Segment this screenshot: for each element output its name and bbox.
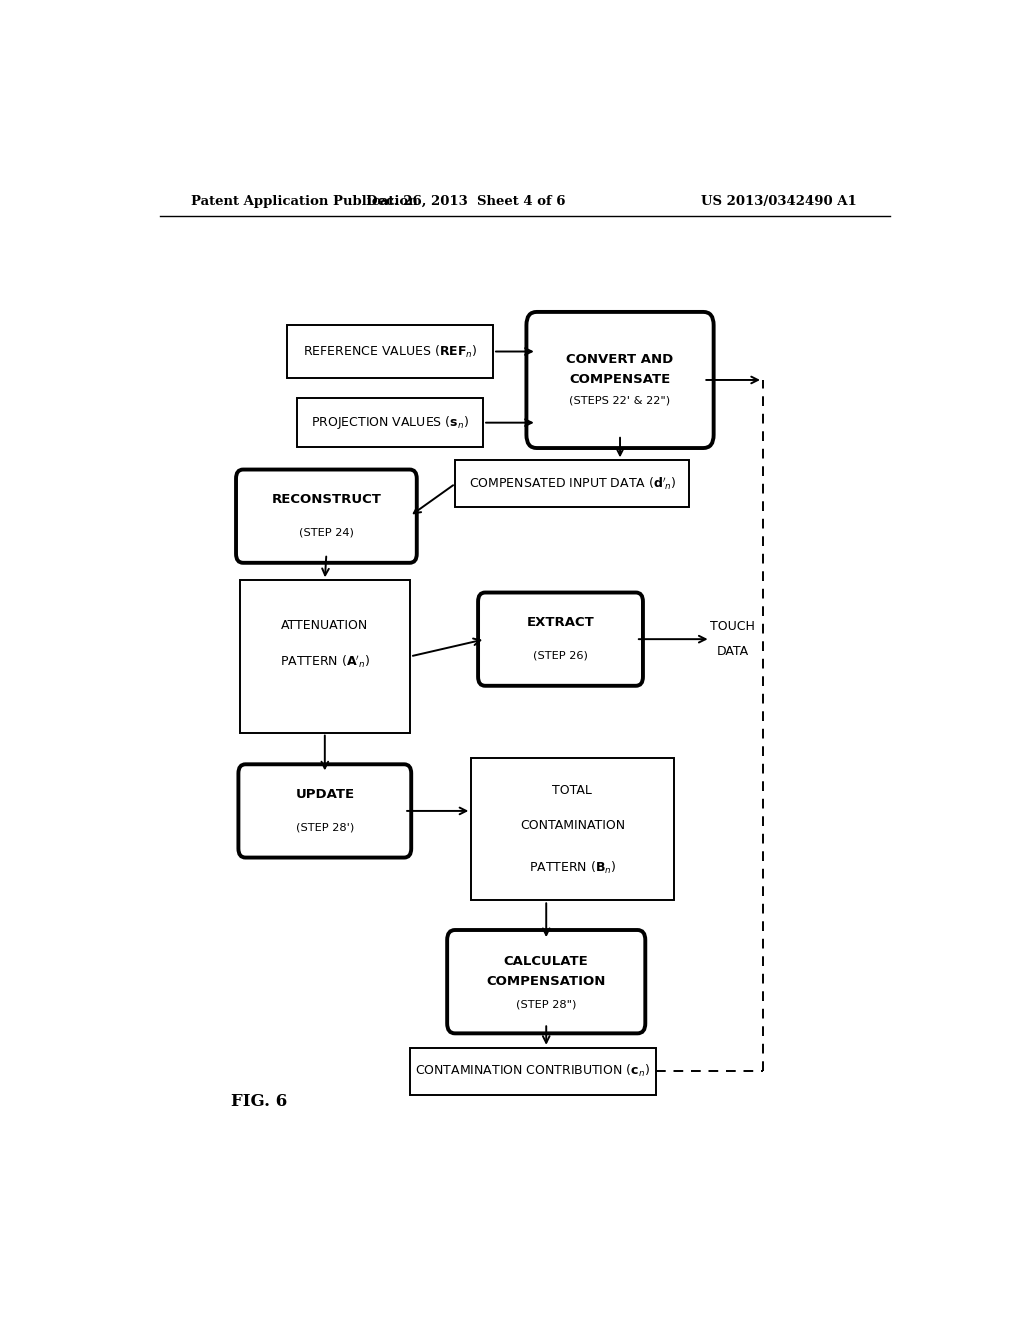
Bar bbox=[240, 581, 411, 733]
Text: CONVERT AND: CONVERT AND bbox=[566, 354, 674, 366]
Text: CONTAMINATION: CONTAMINATION bbox=[520, 818, 625, 832]
Text: (STEPS 22' & 22"): (STEPS 22' & 22") bbox=[569, 395, 671, 405]
Text: PATTERN ($\mathbf{B}_n$): PATTERN ($\mathbf{B}_n$) bbox=[528, 859, 616, 876]
Text: (STEP 28"): (STEP 28") bbox=[516, 999, 577, 1008]
Bar bbox=[297, 399, 483, 447]
FancyBboxPatch shape bbox=[478, 593, 643, 686]
Bar bbox=[287, 325, 494, 378]
Text: DATA: DATA bbox=[717, 645, 749, 657]
Text: REFERENCE VALUES ($\mathbf{REF}_n$): REFERENCE VALUES ($\mathbf{REF}_n$) bbox=[302, 343, 477, 359]
Text: (STEP 24): (STEP 24) bbox=[299, 528, 354, 537]
FancyBboxPatch shape bbox=[447, 931, 645, 1034]
Text: TOUCH: TOUCH bbox=[711, 620, 755, 634]
Text: COMPENSATION: COMPENSATION bbox=[486, 975, 606, 989]
Text: Dec. 26, 2013  Sheet 4 of 6: Dec. 26, 2013 Sheet 4 of 6 bbox=[366, 194, 565, 207]
Text: EXTRACT: EXTRACT bbox=[526, 616, 594, 630]
Text: COMPENSATE: COMPENSATE bbox=[569, 374, 671, 387]
Text: ATTENUATION: ATTENUATION bbox=[282, 619, 369, 632]
Text: (STEP 26): (STEP 26) bbox=[534, 651, 588, 660]
Text: COMPENSATED INPUT DATA ($\mathbf{d'}_n$): COMPENSATED INPUT DATA ($\mathbf{d'}_n$) bbox=[469, 475, 676, 492]
Bar bbox=[471, 758, 674, 900]
Text: PROJECTION VALUES ($\mathbf{s}_n$): PROJECTION VALUES ($\mathbf{s}_n$) bbox=[311, 414, 469, 432]
Text: FIG. 6: FIG. 6 bbox=[231, 1093, 288, 1110]
Text: PATTERN ($\mathbf{A'}_n$): PATTERN ($\mathbf{A'}_n$) bbox=[280, 653, 370, 669]
Bar bbox=[456, 461, 689, 507]
Text: CONTAMINATION CONTRIBUTION ($\mathbf{c}_n$): CONTAMINATION CONTRIBUTION ($\mathbf{c}_… bbox=[416, 1063, 650, 1080]
Text: CALCULATE: CALCULATE bbox=[504, 954, 589, 968]
FancyBboxPatch shape bbox=[239, 764, 412, 858]
Text: UPDATE: UPDATE bbox=[295, 788, 354, 801]
Text: Patent Application Publication: Patent Application Publication bbox=[191, 194, 418, 207]
Text: TOTAL: TOTAL bbox=[553, 784, 592, 797]
Text: (STEP 28'): (STEP 28') bbox=[296, 822, 354, 832]
Bar bbox=[410, 1048, 655, 1094]
Text: RECONSTRUCT: RECONSTRUCT bbox=[271, 494, 381, 507]
FancyBboxPatch shape bbox=[236, 470, 417, 562]
FancyBboxPatch shape bbox=[526, 312, 714, 447]
Text: US 2013/0342490 A1: US 2013/0342490 A1 bbox=[700, 194, 857, 207]
